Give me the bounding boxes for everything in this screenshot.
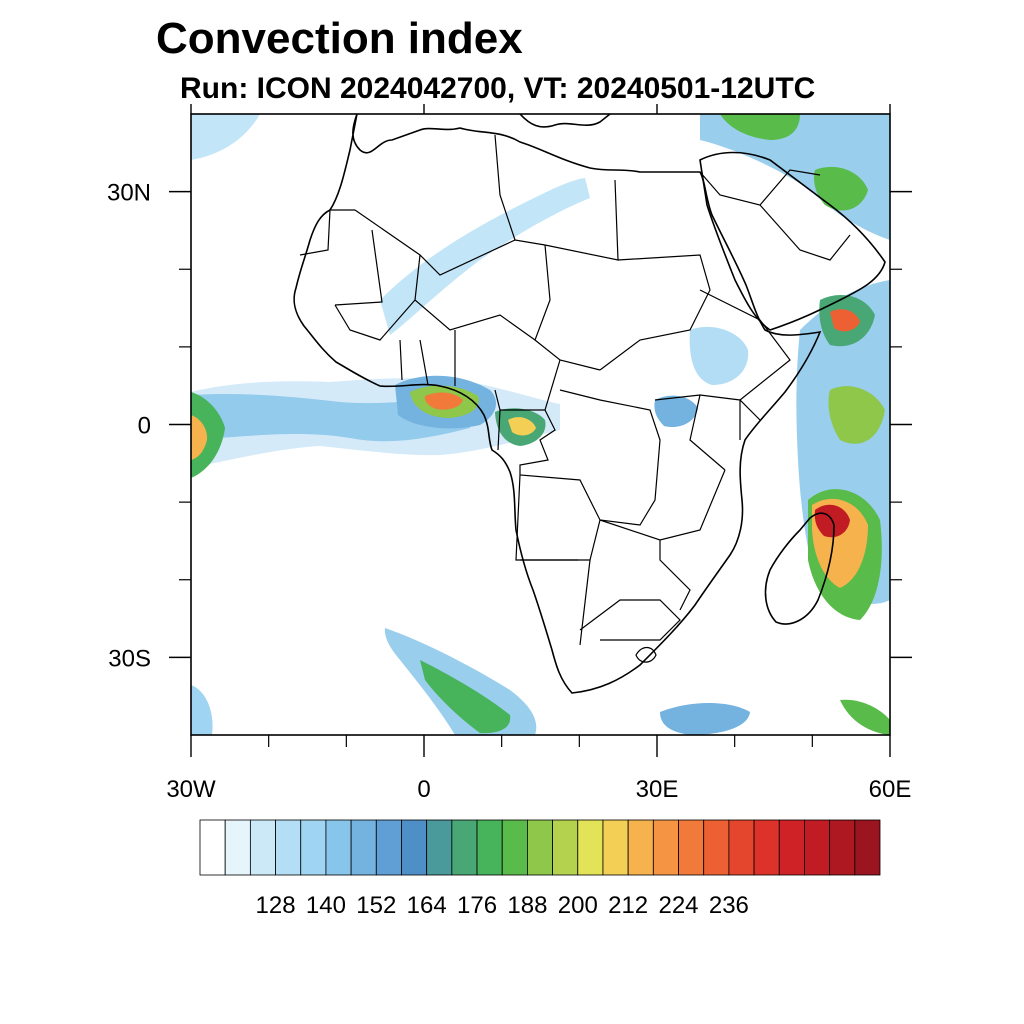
africa-coastline bbox=[293, 114, 822, 694]
coastlines bbox=[293, 114, 886, 694]
colorbar-swatch bbox=[652, 819, 679, 876]
border-chad bbox=[534, 244, 601, 371]
colorbar-label: 152 bbox=[356, 892, 396, 919]
border-lesotho bbox=[635, 646, 657, 663]
colorbar-swatch bbox=[552, 819, 579, 876]
colorbar-swatch bbox=[375, 819, 402, 876]
border-sudan bbox=[599, 254, 711, 371]
convection-area-arabian-sea-core bbox=[830, 309, 860, 332]
border-west-africa-2 bbox=[399, 330, 456, 386]
colorbar-swatch bbox=[703, 819, 730, 876]
lon-tick-label: 30W bbox=[166, 776, 216, 803]
convection-area-south-atlantic-front bbox=[384, 628, 537, 735]
colorbar-swatch bbox=[728, 819, 755, 876]
colorbar-label: 140 bbox=[306, 892, 346, 919]
colorbar-label: 176 bbox=[457, 892, 497, 919]
colorbar-swatch bbox=[249, 819, 276, 876]
colorbar-swatch bbox=[350, 819, 377, 876]
colorbar-swatch bbox=[426, 819, 453, 876]
chart-title: Convection index bbox=[156, 14, 523, 63]
convection-area-mideast-green bbox=[720, 114, 800, 140]
colorbar-label: 224 bbox=[658, 892, 698, 919]
country-borders bbox=[299, 134, 851, 663]
colorbar-label: 128 bbox=[256, 892, 296, 919]
lon-tick-label: 30E bbox=[636, 776, 679, 803]
lat-tick-label: 30S bbox=[108, 645, 151, 672]
colorbar-swatch bbox=[199, 819, 226, 876]
convection-area-south-indian bbox=[660, 703, 750, 735]
colorbar-swatch bbox=[804, 819, 831, 876]
border-west-africa-1 bbox=[334, 299, 416, 341]
convection-field bbox=[191, 114, 890, 735]
colorbar-label: 188 bbox=[507, 892, 547, 919]
convection-area-far-southeast bbox=[840, 699, 890, 735]
colorbar-swatch bbox=[401, 819, 428, 876]
convection-area-south-atlantic-front-core bbox=[420, 660, 511, 734]
border-southern-africa-1 bbox=[520, 559, 591, 646]
colorbar-swatch bbox=[627, 819, 654, 876]
colorbar-swatch bbox=[501, 819, 528, 876]
convection-area-west-edge-core bbox=[191, 415, 208, 460]
colorbar-swatch bbox=[577, 819, 604, 876]
colorbar-swatch bbox=[753, 819, 780, 876]
colorbar: 128 140 152 164 176 188 200 212 224 236 bbox=[199, 819, 881, 919]
colorbar-swatch bbox=[602, 819, 629, 876]
colorbar-swatch bbox=[527, 819, 553, 876]
lon-tick-label: 0 bbox=[417, 776, 430, 803]
convection-area-iran bbox=[814, 166, 868, 211]
lat-tick-label: 30N bbox=[107, 180, 151, 207]
border-central-africa bbox=[494, 359, 561, 451]
colorbar-swatch bbox=[451, 819, 478, 876]
border-southern-africa-3 bbox=[579, 599, 681, 641]
colorbar-swatch bbox=[854, 819, 881, 876]
border-ethiopia-somalia bbox=[699, 289, 791, 401]
border-southern-africa-2 bbox=[599, 469, 726, 611]
convection-area-mideast bbox=[700, 114, 890, 240]
convection-area-sahara-band bbox=[380, 178, 590, 335]
colorbar-swatch bbox=[829, 819, 856, 876]
colorbar-swatch bbox=[300, 819, 327, 876]
border-angola bbox=[515, 474, 601, 561]
convection-area-congo-core bbox=[508, 417, 536, 436]
colorbar-swatch bbox=[476, 819, 503, 876]
madagascar-coastline bbox=[764, 512, 835, 625]
chart-subtitle: Run: ICON 2024042700, VT: 20240501-12UTC bbox=[180, 72, 816, 105]
arabia-coastline bbox=[699, 151, 886, 331]
colorbar-label: 236 bbox=[709, 892, 749, 919]
colorbar-swatch bbox=[778, 819, 805, 876]
border-sahara-1 bbox=[299, 209, 355, 256]
border-sahara-3 bbox=[354, 209, 546, 276]
colorbar-swatch bbox=[275, 819, 302, 876]
border-east-africa bbox=[654, 394, 761, 471]
colorbar-swatch bbox=[325, 819, 352, 876]
colorbar-label: 164 bbox=[407, 892, 447, 919]
convection-area-west-edge bbox=[191, 392, 225, 478]
colorbar-swatch bbox=[224, 819, 251, 876]
europe-coastline bbox=[519, 114, 611, 128]
convection-area-northwest bbox=[191, 114, 260, 160]
convection-area-seychelles bbox=[828, 386, 885, 444]
border-sahara-4 bbox=[494, 134, 516, 241]
convection-area-guinea-core bbox=[424, 392, 463, 410]
border-drc bbox=[519, 389, 661, 526]
colorbar-swatch bbox=[678, 819, 705, 876]
border-arabia bbox=[699, 169, 851, 261]
lat-tick-label: 0 bbox=[138, 413, 151, 440]
colorbar-label: 212 bbox=[608, 892, 648, 919]
colorbar-label: 200 bbox=[558, 892, 598, 919]
convection-area-lake-victoria bbox=[654, 395, 698, 428]
border-sahara-2 bbox=[334, 229, 383, 306]
convection-area-southwest bbox=[191, 685, 213, 735]
border-niger-nigeria bbox=[414, 254, 536, 341]
lon-tick-label: 60E bbox=[869, 776, 912, 803]
convection-area-east-africa bbox=[689, 326, 749, 385]
axis-ticks: 30W 0 30E 60E 30N 0 30S bbox=[107, 104, 912, 803]
